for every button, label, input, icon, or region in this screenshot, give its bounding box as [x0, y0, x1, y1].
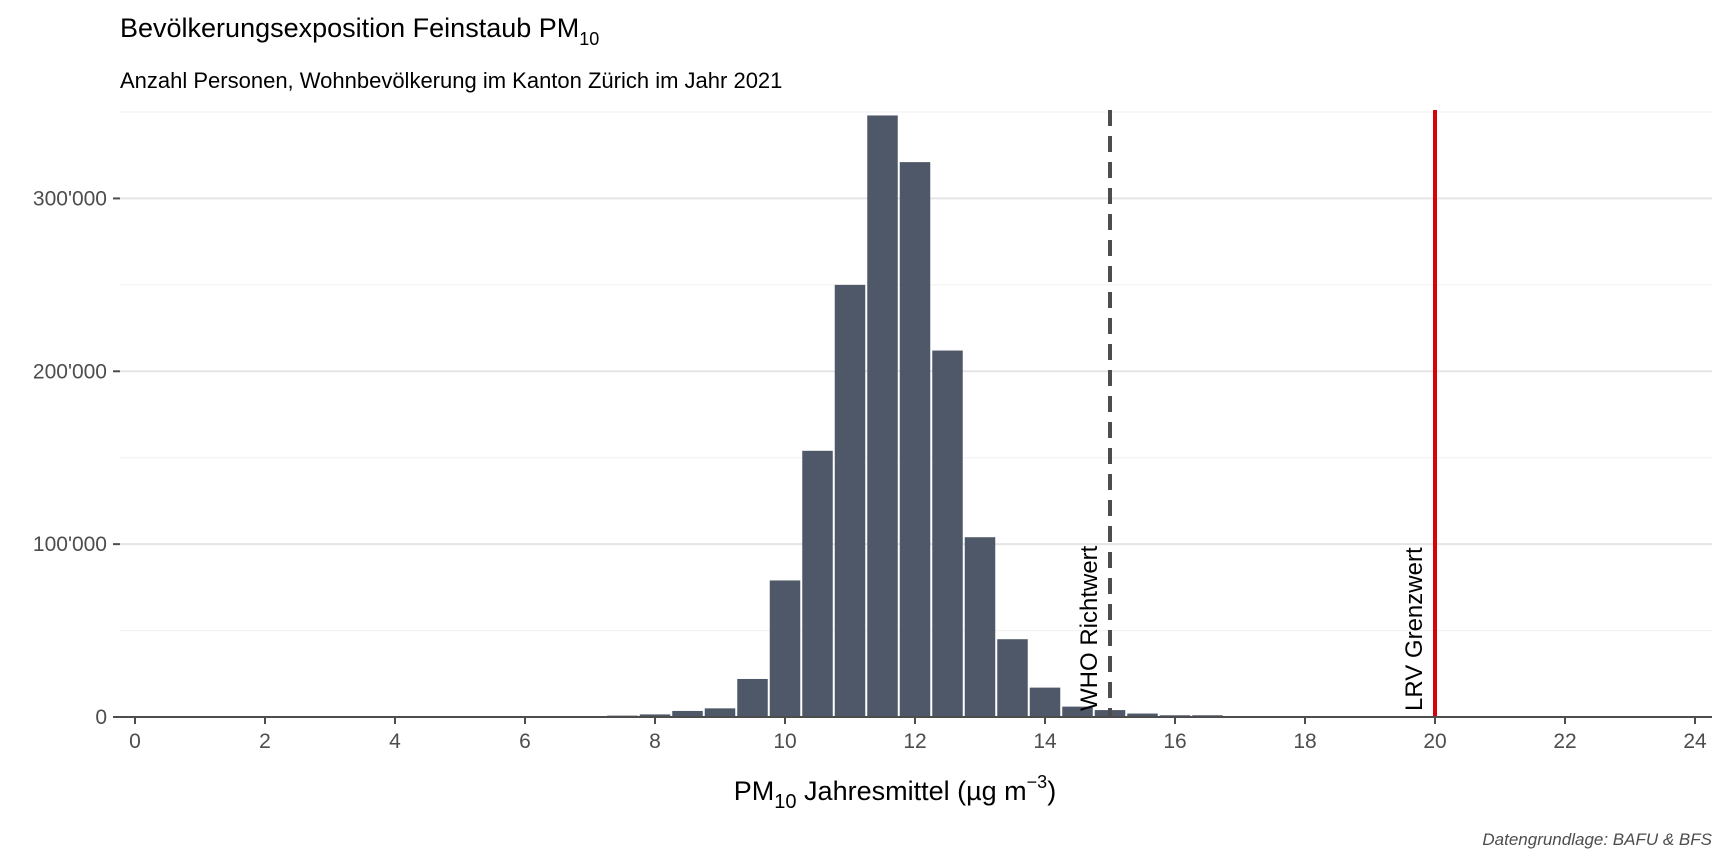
- axes: 0 2 4 6 8 10 12 14 16 18 20 22 240100'000200'000300'…: [33, 187, 1712, 753]
- caption: Datengrundlage: BAFU & BFS: [1482, 830, 1712, 849]
- bar: [672, 710, 703, 717]
- x-tick-label: 18: [1293, 730, 1316, 753]
- bar: [932, 350, 963, 717]
- chart-subtitle: Anzahl Personen, Wohnbevölkerung im Kant…: [120, 68, 782, 93]
- bar: [1029, 687, 1061, 717]
- bar: [867, 115, 898, 717]
- bar: [639, 714, 671, 717]
- x-tick-label: 8: [649, 730, 661, 753]
- bar: [1062, 706, 1093, 717]
- bar: [769, 580, 801, 717]
- reference-lines: WHO Richtwert LRV Grenzwert: [1076, 110, 1437, 717]
- x-tick-label: 6: [519, 730, 531, 753]
- y-tick-label: 0: [95, 706, 107, 729]
- bars: [607, 115, 1223, 718]
- bar: [737, 678, 768, 717]
- bar: [997, 639, 1028, 717]
- reference-line-label: WHO Richtwert: [1076, 545, 1103, 711]
- chart-title: Bevölkerungsexposition Feinstaub PM10: [120, 13, 599, 49]
- x-tick-label: 20: [1423, 730, 1446, 753]
- bar: [704, 708, 736, 717]
- x-axis-title: PM10 Jahresmittel (µg m−3): [734, 772, 1056, 813]
- x-tick-label: 16: [1163, 730, 1186, 753]
- x-tick-label: 24: [1683, 730, 1707, 753]
- x-tick-label: 0: [129, 730, 141, 753]
- reference-line-label: LRV Grenzwert: [1401, 547, 1428, 711]
- x-tick-label: 2: [259, 730, 271, 753]
- x-tick-label: 12: [903, 730, 926, 753]
- y-tick-label: 200'000: [33, 360, 107, 383]
- bar: [834, 284, 866, 717]
- bar: [802, 450, 833, 717]
- x-tick-label: 22: [1553, 730, 1576, 753]
- bar: [1127, 713, 1158, 717]
- x-tick-label: 10: [773, 730, 796, 753]
- x-tick-label: 14: [1033, 730, 1057, 753]
- x-tick-label: 4: [389, 730, 401, 753]
- y-tick-label: 300'000: [33, 187, 107, 210]
- bar: [899, 162, 931, 718]
- y-tick-label: 100'000: [33, 533, 107, 556]
- bar: [964, 537, 996, 717]
